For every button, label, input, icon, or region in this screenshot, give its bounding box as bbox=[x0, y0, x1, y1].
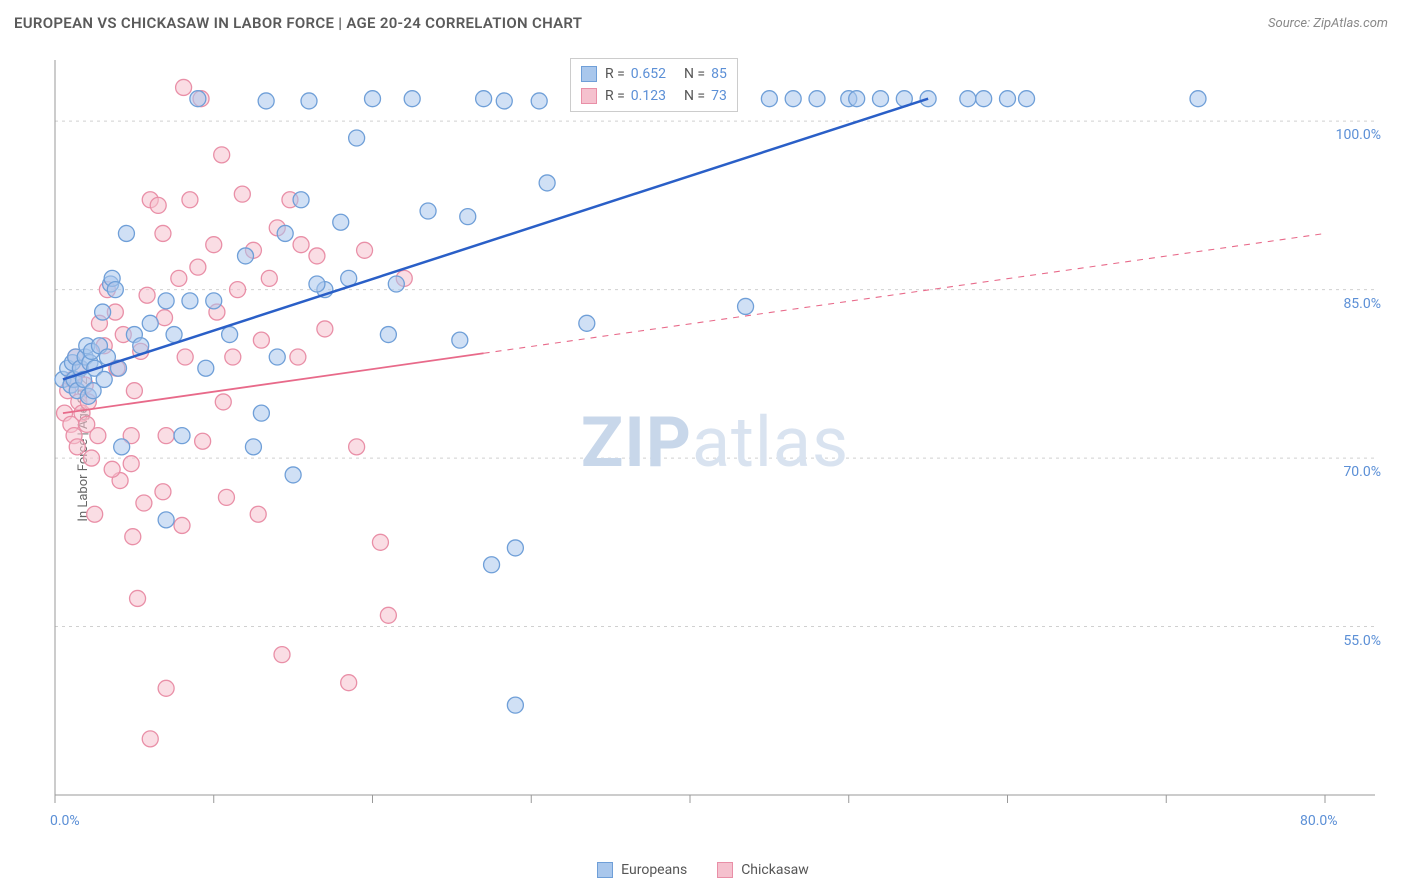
correlation-legend: R = 0.652 N = 85 R = 0.123 N = 73 bbox=[570, 58, 738, 112]
legend-row-chickasaw: R = 0.123 N = 73 bbox=[581, 85, 727, 107]
y-tick-label: 70.0% bbox=[1343, 464, 1381, 480]
n-label: N = bbox=[684, 66, 705, 82]
chart-container: EUROPEAN VS CHICKASAW IN LABOR FORCE | A… bbox=[0, 0, 1406, 892]
r-label: R = bbox=[605, 88, 625, 104]
x-tick-label: 0.0% bbox=[50, 813, 80, 829]
legend-swatch-europeans bbox=[581, 66, 597, 82]
y-tick-label: 85.0% bbox=[1343, 296, 1381, 312]
source-attribution: Source: ZipAtlas.com bbox=[1268, 16, 1388, 31]
legend-swatch-chickasaw bbox=[717, 862, 733, 878]
n-value-chickasaw: 73 bbox=[711, 88, 727, 104]
n-label: N = bbox=[684, 88, 705, 104]
n-value-europeans: 85 bbox=[711, 66, 727, 82]
legend-label-europeans: Europeans bbox=[621, 862, 687, 878]
x-tick-label: 80.0% bbox=[1300, 813, 1338, 829]
legend-item-europeans: Europeans bbox=[597, 862, 687, 878]
scatter-svg bbox=[50, 55, 1380, 830]
y-tick-label: 55.0% bbox=[1343, 633, 1381, 649]
legend-row-europeans: R = 0.652 N = 85 bbox=[581, 63, 727, 85]
r-value-europeans: 0.652 bbox=[631, 66, 666, 82]
r-value-chickasaw: 0.123 bbox=[631, 88, 666, 104]
y-tick-label: 100.0% bbox=[1336, 127, 1381, 143]
legend-item-chickasaw: Chickasaw bbox=[717, 862, 809, 878]
chart-title: EUROPEAN VS CHICKASAW IN LABOR FORCE | A… bbox=[14, 14, 582, 32]
series-legend: Europeans Chickasaw bbox=[0, 862, 1406, 878]
plot-area: ZIPatlas bbox=[50, 55, 1380, 830]
legend-swatch-chickasaw bbox=[581, 88, 597, 104]
r-label: R = bbox=[605, 66, 625, 82]
legend-swatch-europeans bbox=[597, 862, 613, 878]
legend-label-chickasaw: Chickasaw bbox=[741, 862, 809, 878]
